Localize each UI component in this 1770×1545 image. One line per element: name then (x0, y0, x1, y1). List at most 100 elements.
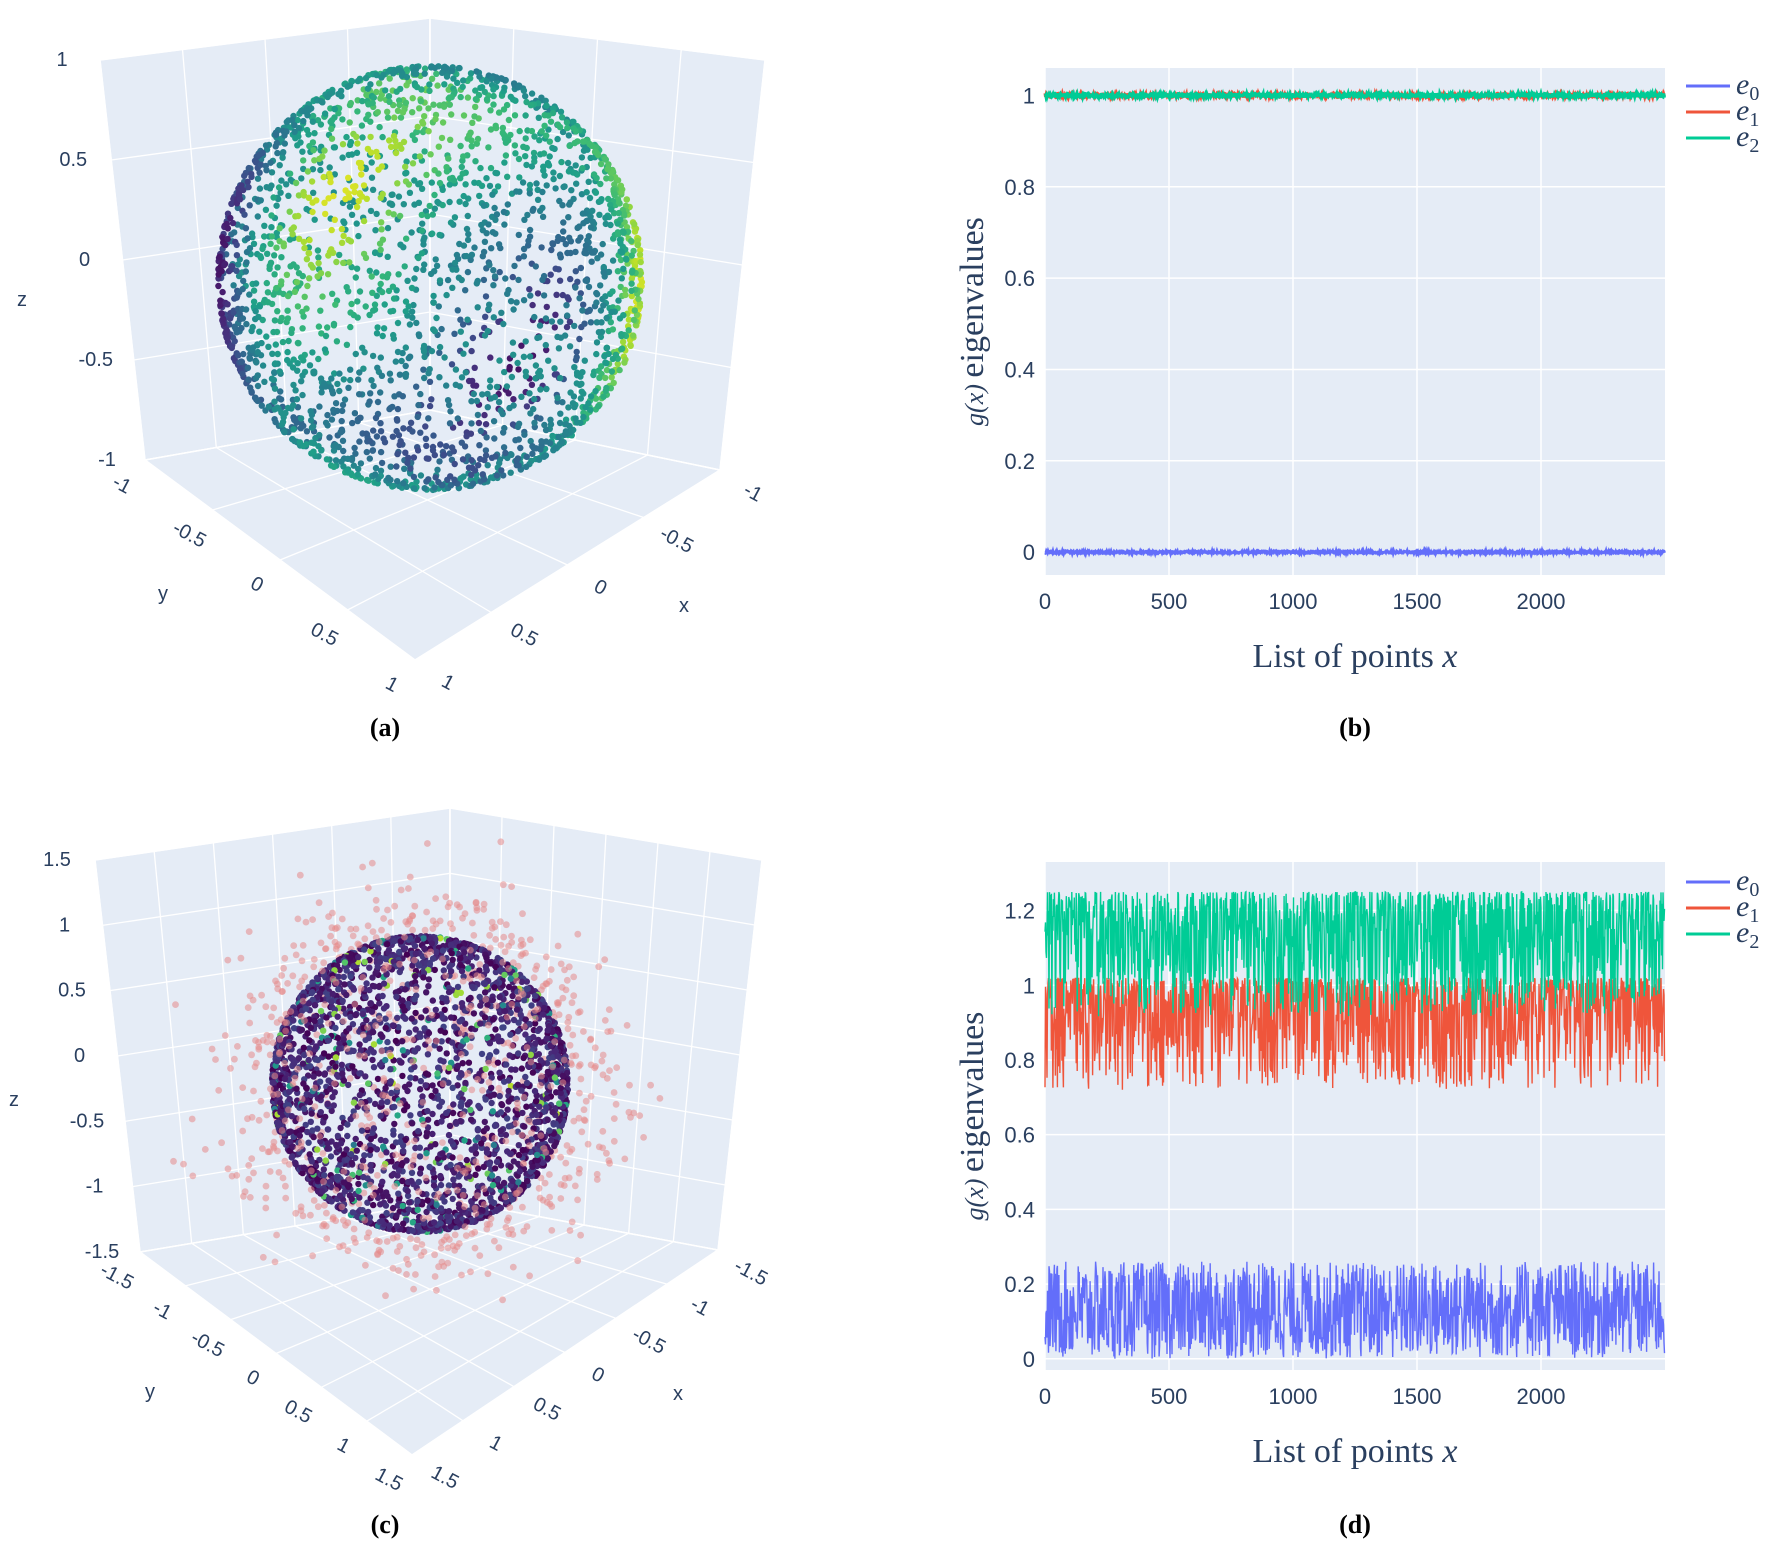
ylabel-c: y (145, 1381, 155, 1403)
sphere-point (496, 268, 503, 276)
ztick-c: -1.5 (85, 1241, 119, 1263)
sphere-point (418, 1014, 425, 1021)
noise-point (212, 1056, 219, 1063)
sphere-point (387, 143, 395, 151)
sphere-point (436, 1220, 444, 1227)
sphere-point (300, 157, 307, 164)
sphere-point (427, 1143, 434, 1150)
legend-sub-b: 0 (1749, 83, 1759, 105)
sphere-point (349, 1209, 356, 1216)
sphere-point (350, 962, 357, 970)
sphere-point (343, 133, 350, 141)
sphere-point (294, 339, 302, 347)
sphere-point (434, 198, 441, 206)
noise-point (352, 925, 360, 933)
sphere-point (378, 219, 385, 226)
ztick-a: -0.5 (79, 349, 113, 371)
noise-point (273, 1231, 280, 1239)
sphere-point (328, 375, 335, 382)
sphere-point (609, 257, 617, 264)
yaxis-title-b: g(x) eigenvalues (954, 217, 991, 426)
sphere-point (259, 362, 267, 369)
sphere-point (482, 452, 490, 459)
sphere-point (381, 301, 388, 308)
sphere-point (404, 277, 411, 284)
sphere-point (572, 268, 579, 275)
sphere-point (421, 65, 429, 72)
noise-point (438, 1238, 445, 1246)
sphere-point (261, 378, 268, 385)
sphere-point (291, 122, 298, 129)
sphere-point (475, 1165, 482, 1172)
sphere-point (495, 109, 503, 116)
noise-point (539, 1196, 547, 1204)
sphere-point (511, 142, 519, 149)
sphere-point (310, 448, 317, 455)
sphere-point (555, 345, 563, 352)
sphere-point (498, 467, 505, 474)
sphere-point (578, 154, 586, 161)
sphere-point (306, 236, 313, 244)
noise-point (253, 1059, 260, 1067)
sphere-point (601, 353, 608, 360)
sphere-point (471, 244, 478, 251)
sphere-point (441, 81, 448, 88)
sphere-point (590, 371, 597, 379)
noise-point (267, 1085, 274, 1093)
ytick-b: 0.4 (1004, 357, 1035, 382)
sphere-point (457, 93, 464, 101)
sphere-point (326, 1178, 334, 1186)
sphere-point (567, 389, 574, 396)
noise-point (607, 1027, 615, 1035)
sphere-point (283, 118, 290, 126)
noise-point (362, 1261, 369, 1269)
sphere-point (617, 248, 624, 255)
sphere-point (456, 198, 463, 205)
sphere-point (563, 302, 570, 309)
sphere-point (216, 253, 223, 260)
xgrid-wall-c-6 (717, 859, 763, 1251)
sphere-point (377, 246, 384, 254)
sphere-point (492, 169, 499, 177)
sphere-point (359, 97, 366, 105)
noise-point (319, 1150, 327, 1157)
sphere-point (573, 380, 580, 387)
sphere-point (417, 98, 425, 105)
sphere-point (431, 451, 438, 459)
sphere-point (566, 201, 573, 208)
sphere-point (482, 447, 490, 454)
sphere-point (562, 421, 570, 428)
sphere-point (276, 395, 283, 402)
sphere-point (497, 407, 504, 414)
sphere-point (409, 428, 416, 435)
sphere-point (602, 220, 609, 228)
sphere-point (248, 173, 255, 181)
sphere-point (555, 433, 562, 441)
noise-point (298, 957, 306, 965)
noise-point (508, 883, 515, 890)
sphere-point (492, 453, 499, 460)
sphere-point (286, 236, 294, 243)
sphere-point (294, 303, 302, 310)
sphere-point (493, 1048, 500, 1055)
sphere-point (500, 106, 508, 113)
sphere-point (441, 1006, 448, 1013)
sphere-point (580, 301, 587, 308)
sphere-point (378, 226, 385, 233)
sphere-point (487, 395, 495, 402)
sphere-point (446, 420, 454, 427)
sphere-point (446, 181, 453, 188)
sphere-point (271, 385, 279, 392)
sphere-point (369, 447, 376, 454)
sphere-point (390, 70, 397, 77)
sphere-point (577, 264, 585, 272)
sphere-point (408, 1015, 415, 1022)
sphere-point (436, 277, 444, 284)
sphere-point (581, 357, 588, 364)
sphere-point (604, 166, 611, 173)
sphere-point (557, 374, 564, 382)
sphere-point (360, 182, 368, 189)
sphere-point (547, 271, 554, 278)
noise-point (557, 1195, 565, 1202)
sphere-point (528, 381, 536, 388)
